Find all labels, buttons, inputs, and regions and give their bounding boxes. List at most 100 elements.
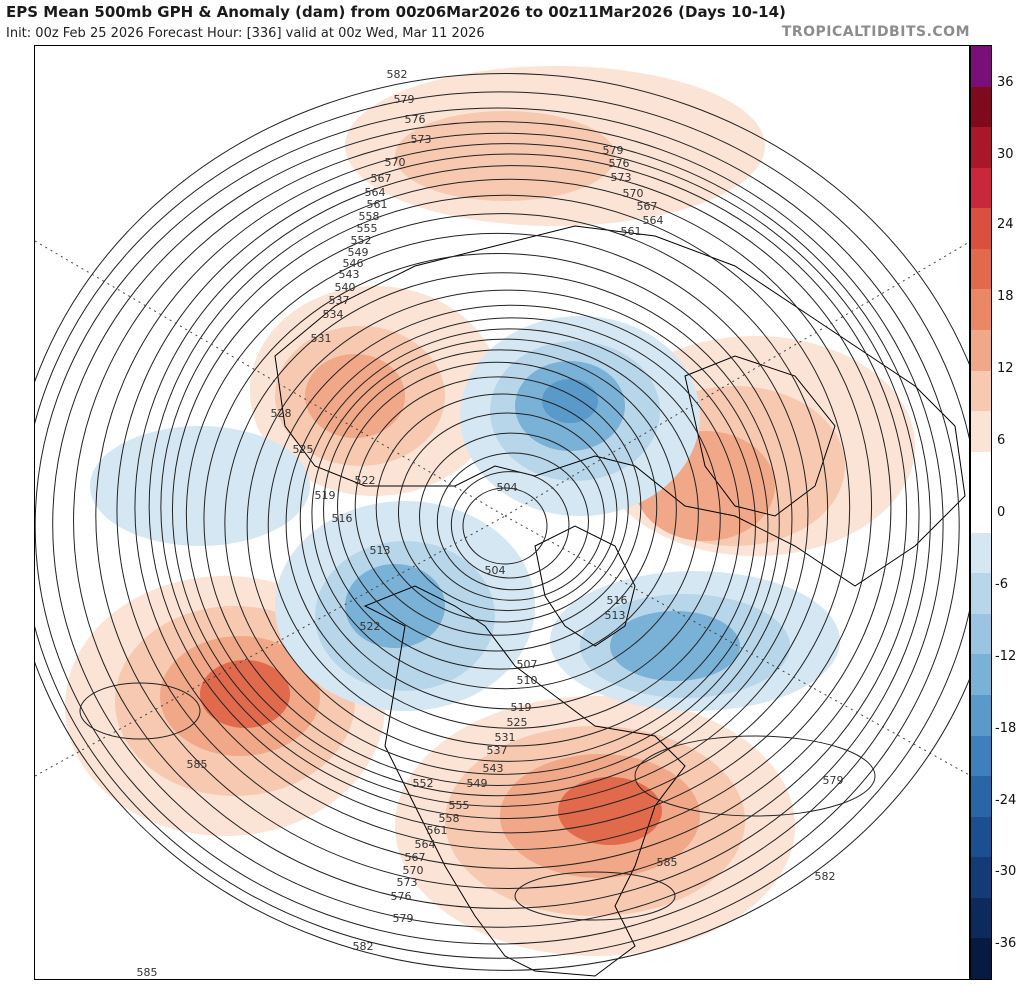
contour-label: 582 [353, 940, 374, 953]
height-contour [397, 412, 618, 612]
contour-label: 573 [411, 133, 432, 146]
colorbar-tick-label: -24 [995, 793, 1017, 808]
map-canvas: 5825795765735705675645615585555525495465… [35, 66, 969, 979]
colorbar-tick-label: 36 [997, 75, 1014, 90]
contour-label: 543 [483, 762, 504, 775]
height-contour [35, 107, 960, 945]
contour-label: 519 [511, 701, 532, 714]
colorbar-segment [971, 208, 991, 250]
height-contour [323, 349, 677, 670]
colorbar-tick-label: 0 [997, 505, 1006, 520]
colorbar-segment [971, 573, 991, 615]
contour-label: 567 [405, 851, 426, 864]
contour-label: 576 [405, 113, 426, 126]
height-contour [185, 232, 809, 797]
height-contour-layer [35, 73, 969, 971]
colorbar-tick-label: 30 [997, 147, 1014, 162]
colorbar-segment [971, 46, 991, 88]
colorbar-segment [971, 938, 991, 980]
height-contour [73, 132, 931, 909]
colorbar-tick-label: -18 [995, 721, 1017, 736]
contour-label: 555 [449, 799, 470, 812]
height-contour [116, 153, 908, 869]
height-contour [337, 361, 658, 652]
contour-label: 564 [415, 838, 436, 851]
contour-label: 540 [335, 281, 356, 294]
height-contour [450, 471, 570, 579]
colorbar-segment [971, 167, 991, 209]
graticule-line [35, 240, 506, 517]
height-contour-closed [634, 735, 876, 817]
contour-label: 564 [365, 186, 386, 199]
colorbar-segment [971, 613, 991, 655]
contour-label: 585 [137, 966, 158, 979]
colorbar-tick-label: -36 [995, 936, 1017, 951]
height-contour [224, 272, 780, 775]
contour-label: 552 [413, 777, 434, 790]
colorbar-segment [971, 329, 991, 372]
height-contour [148, 178, 873, 834]
height-contour [375, 393, 629, 623]
contour-label: 579 [393, 912, 414, 925]
contour-label: 513 [370, 544, 391, 557]
colorbar-segment [971, 816, 991, 858]
contour-label: 528 [271, 407, 292, 420]
colorbar-segment [971, 532, 991, 574]
contour-label: 549 [467, 777, 488, 790]
contour-label: 519 [315, 489, 336, 502]
colorbar-segment [971, 492, 991, 534]
height-contour [462, 487, 548, 565]
contour-label: 516 [607, 594, 628, 607]
height-contour-closed [514, 871, 676, 921]
contour-label: 513 [605, 609, 626, 622]
height-contour [267, 304, 756, 747]
contour-label: 561 [367, 198, 388, 211]
contour-label: 582 [815, 870, 836, 883]
contour-label: 555 [357, 222, 378, 235]
colorbar-segment [971, 654, 991, 696]
colorbar-tick-label: -6 [995, 577, 1008, 592]
contour-label: 552 [351, 234, 372, 247]
colorbar-tick-label: -30 [995, 864, 1017, 879]
contour-label: 504 [497, 481, 518, 494]
contour-label: 567 [371, 172, 392, 185]
height-contour [246, 289, 769, 762]
contour-label: 525 [293, 443, 314, 456]
contour-label: 549 [348, 246, 369, 259]
contour-label: 570 [623, 187, 644, 200]
height-contour [285, 317, 741, 729]
contour-label: 567 [637, 200, 658, 213]
colorbar-segment [971, 411, 991, 453]
contour-label: 561 [621, 225, 642, 238]
graticule-line [504, 515, 969, 776]
contour-label: 537 [487, 744, 508, 757]
height-contour [436, 452, 589, 591]
contour-label: 510 [517, 674, 538, 687]
coastline-layer [274, 225, 966, 977]
contour-label: 543 [339, 268, 360, 281]
contour-label: 534 [323, 308, 344, 321]
anomaly-ridge-east-us-core [558, 777, 662, 845]
colorbar-tick-label: 6 [997, 433, 1006, 448]
height-contour [299, 328, 721, 710]
graticule-line [504, 241, 969, 517]
contour-label: 585 [657, 856, 678, 869]
contour-label: 531 [495, 731, 516, 744]
contour-label: 525 [507, 716, 528, 729]
contour-label: 546 [343, 257, 364, 270]
height-contour-closed [79, 682, 201, 740]
colorbar-segment [971, 289, 991, 331]
height-contour [134, 165, 892, 851]
contour-label: 507 [517, 658, 538, 671]
anomaly-trough-alaska-inner [345, 564, 445, 648]
colorbar-segment [971, 897, 991, 939]
height-contour [95, 143, 920, 889]
anomaly-ridge-arctic-russia-mid [395, 111, 615, 201]
contour-label-layer: 5825795765735705675645615585555525495465… [137, 68, 844, 979]
north-america-coast [363, 585, 686, 977]
contour-label: 564 [643, 214, 664, 227]
contour-label: 579 [823, 774, 844, 787]
contour-label: 537 [329, 294, 350, 307]
positive-anomaly-layer [65, 66, 915, 956]
contour-label: 558 [359, 210, 380, 223]
